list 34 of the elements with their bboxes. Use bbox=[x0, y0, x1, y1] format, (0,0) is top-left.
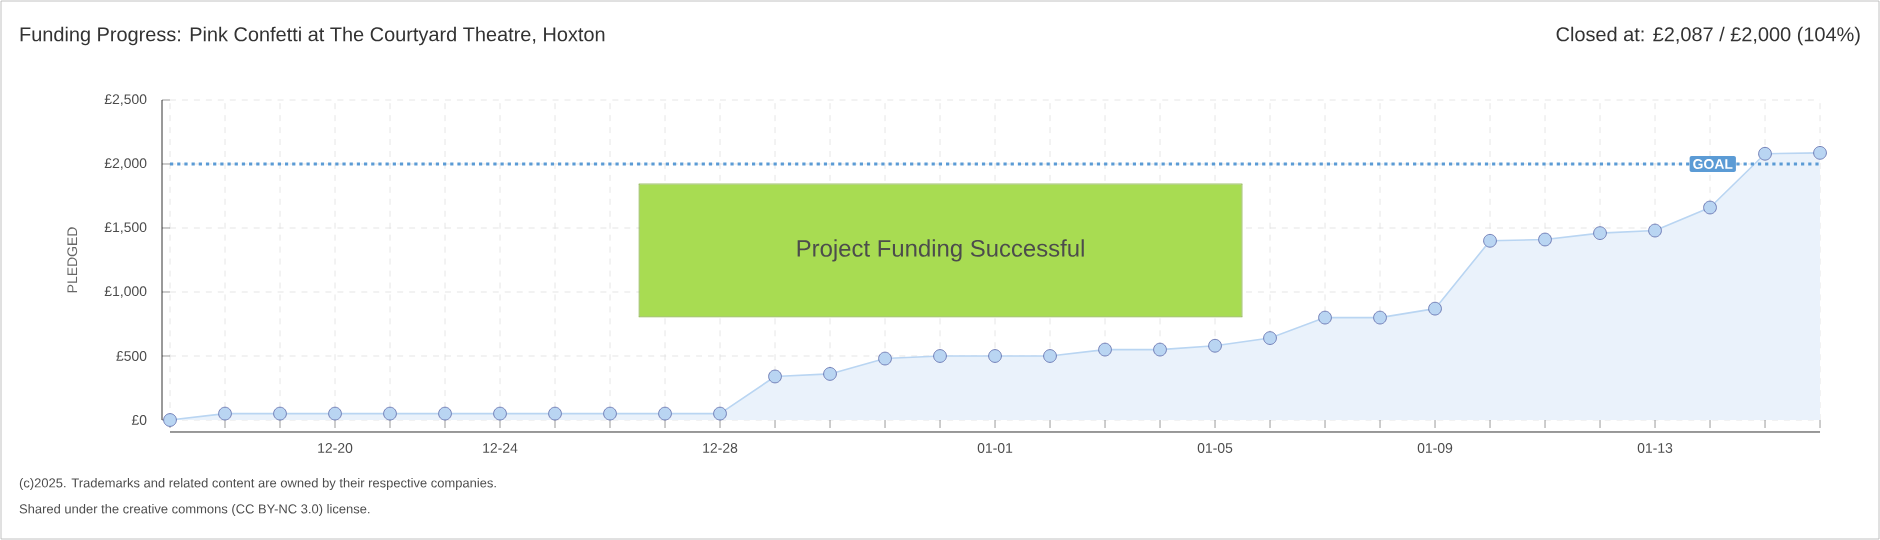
point bbox=[658, 406, 672, 421]
chart-subtitle: Closed at: £2,087 / £2,000 (104%) bbox=[1556, 26, 1860, 46]
point bbox=[1208, 338, 1222, 353]
point bbox=[328, 406, 342, 421]
point bbox=[493, 406, 507, 421]
point bbox=[1758, 146, 1772, 161]
point bbox=[1538, 232, 1552, 247]
point bbox=[1263, 331, 1277, 345]
annotation: Project Funding Successful bbox=[797, 239, 1084, 262]
point bbox=[823, 367, 837, 381]
point bbox=[1703, 200, 1717, 215]
point bbox=[878, 351, 892, 366]
point bbox=[933, 349, 947, 363]
point bbox=[768, 369, 782, 384]
point bbox=[383, 406, 397, 421]
point bbox=[1483, 234, 1497, 248]
point bbox=[1813, 146, 1827, 160]
point bbox=[713, 406, 727, 421]
point bbox=[1373, 310, 1387, 325]
point bbox=[1318, 310, 1332, 325]
chart-title: Funding Progress: Pink Confetti at The Courtyard Theatre, Hoxton bbox=[20, 26, 605, 46]
point bbox=[988, 349, 1002, 363]
point bbox=[1153, 342, 1167, 357]
point bbox=[1593, 226, 1607, 240]
point bbox=[603, 406, 617, 421]
point bbox=[1648, 223, 1662, 238]
point bbox=[1098, 342, 1112, 357]
point bbox=[1043, 349, 1057, 363]
point bbox=[438, 406, 452, 421]
point bbox=[163, 413, 177, 427]
point bbox=[548, 406, 562, 421]
point bbox=[218, 406, 232, 421]
point bbox=[273, 406, 287, 421]
point bbox=[1428, 301, 1442, 316]
